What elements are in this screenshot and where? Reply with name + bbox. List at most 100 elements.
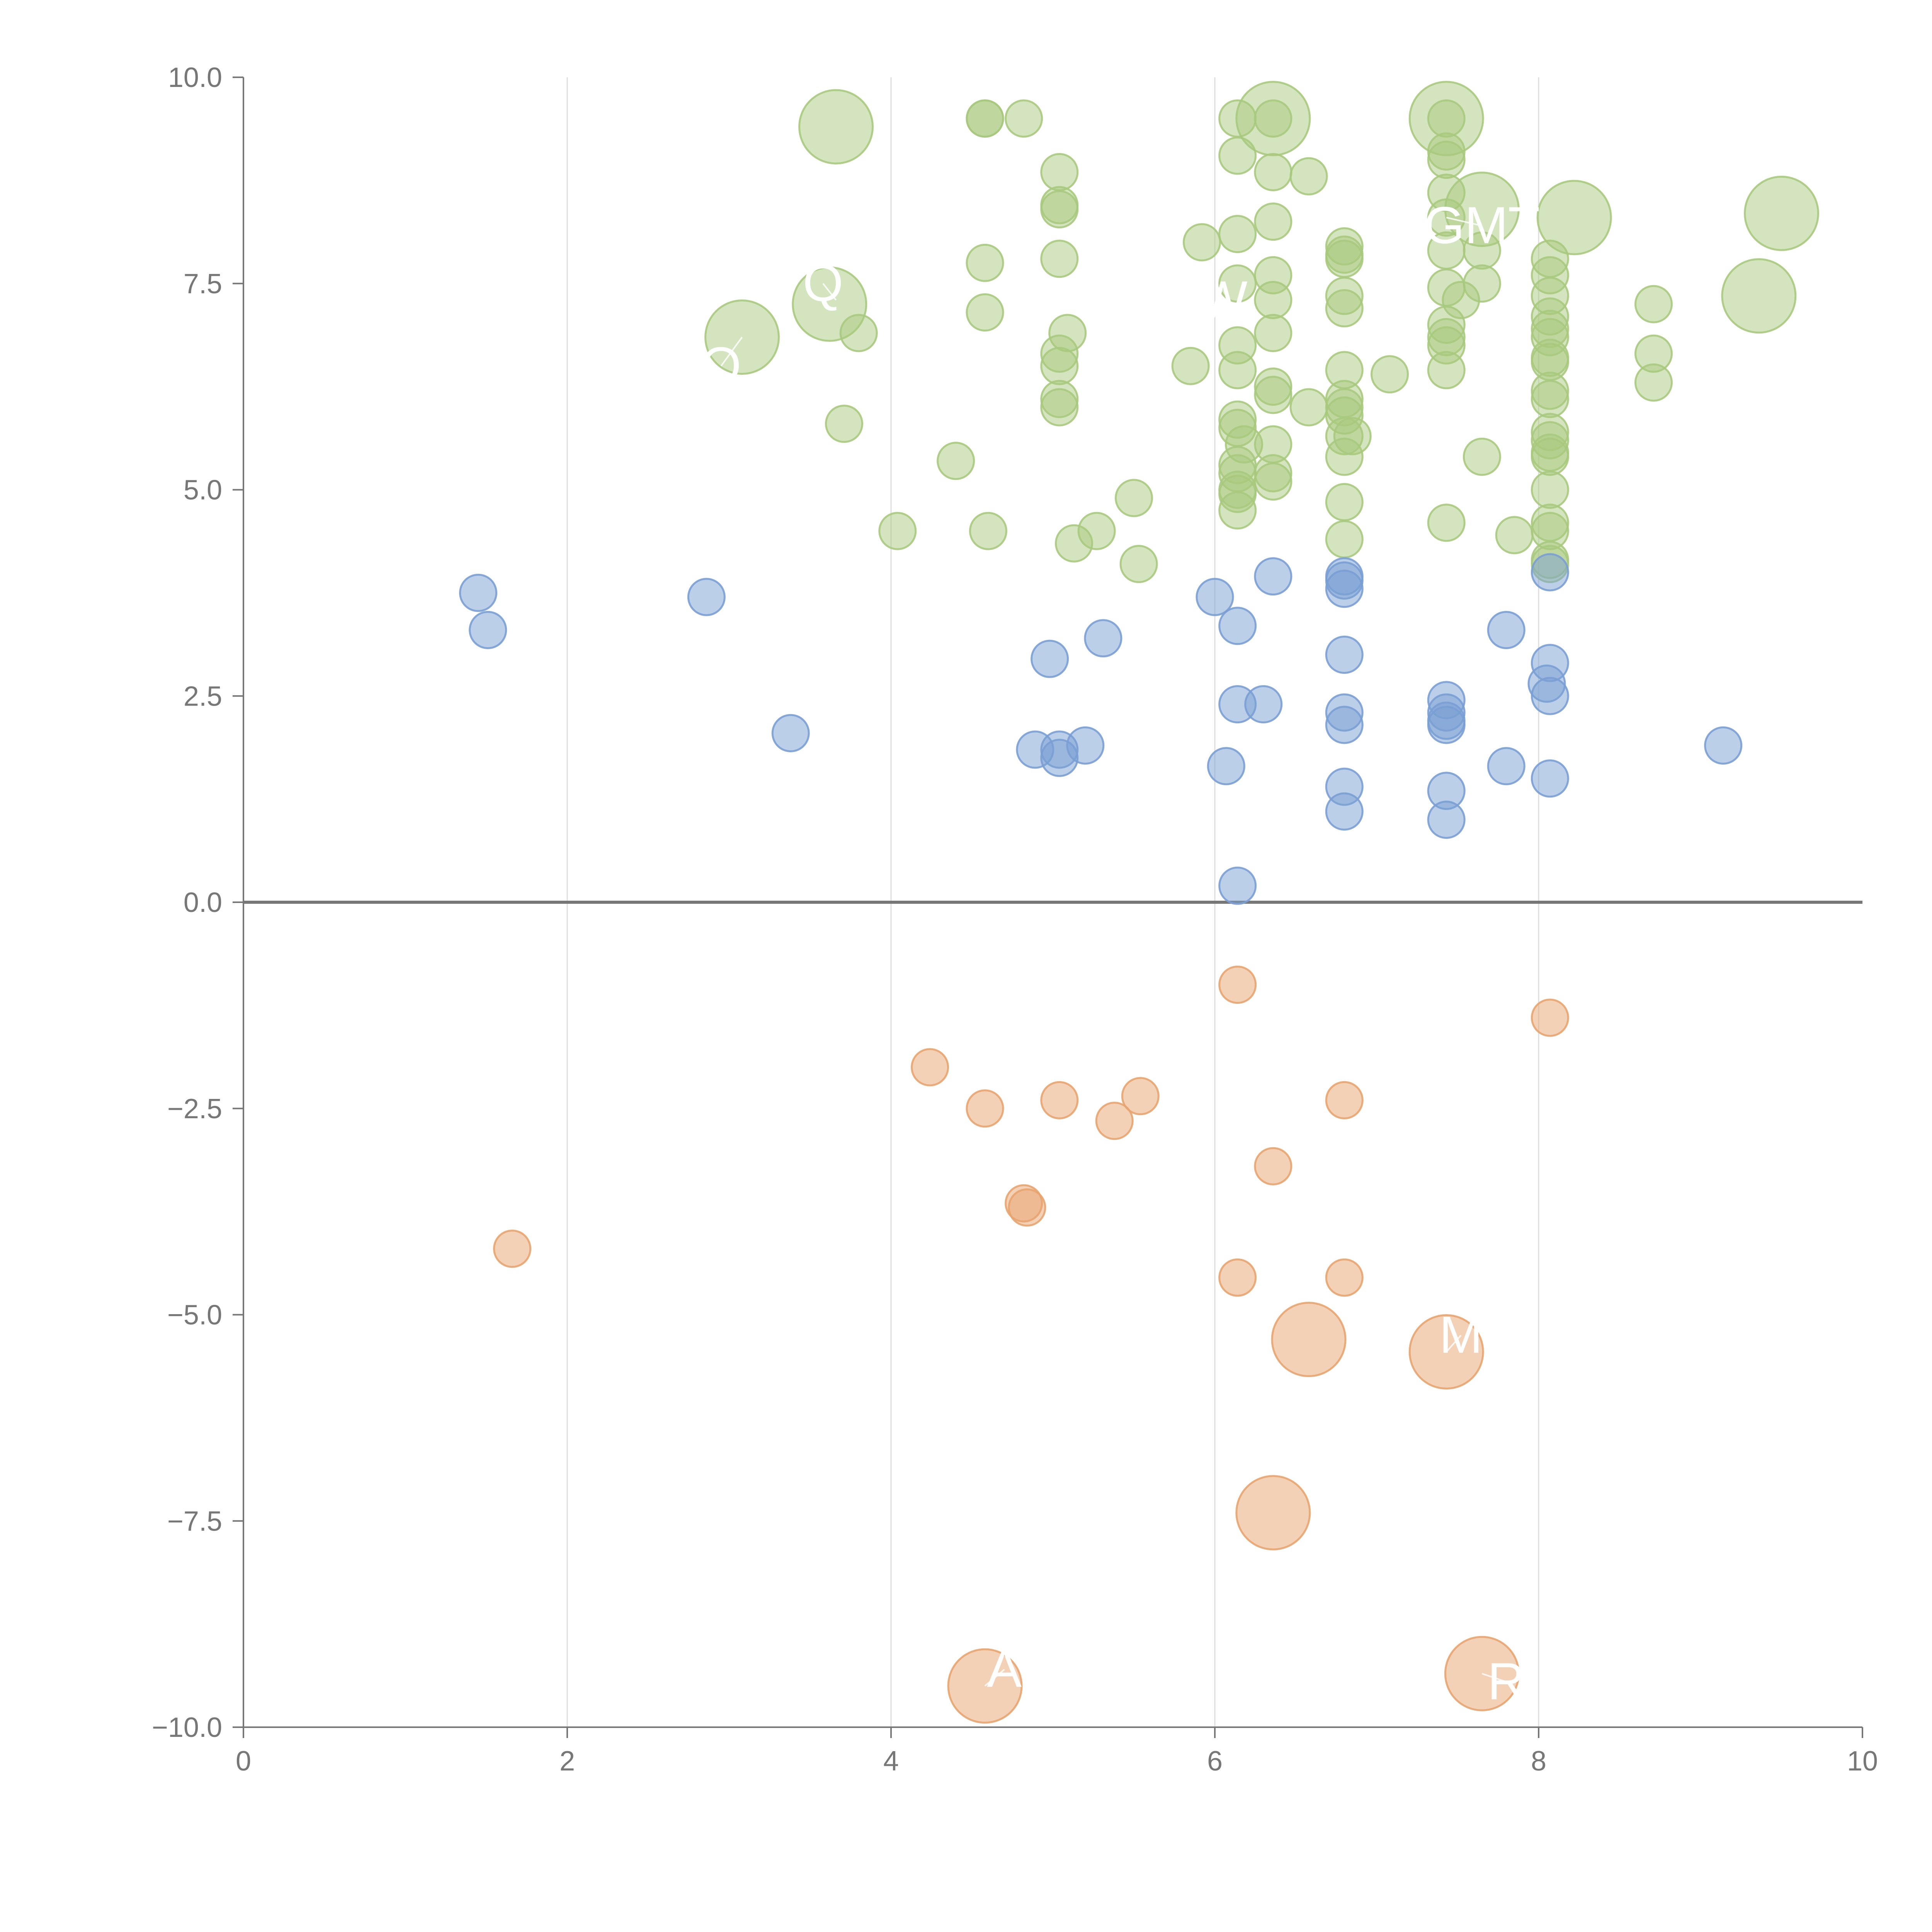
- data-point-high: [1040, 153, 1079, 192]
- data-point-low: [1531, 677, 1569, 715]
- data-point-low: [1325, 706, 1364, 744]
- point-label: R: [1487, 1652, 1525, 1711]
- data-point-low: [1531, 759, 1569, 798]
- data-point-high: [825, 405, 863, 443]
- point-label: M: [1439, 1306, 1483, 1364]
- data-point-high: [1325, 520, 1364, 559]
- label-leader-line: [1481, 1673, 1507, 1683]
- data-point-low: [1427, 801, 1466, 839]
- data-point-low: [1244, 685, 1283, 724]
- y-tick-label: 0.0: [184, 887, 222, 918]
- x-tick-label: 8: [1531, 1746, 1546, 1777]
- data-point-low: [1218, 866, 1257, 905]
- data-point-high: [1254, 153, 1293, 192]
- data-point-low: [1487, 747, 1526, 786]
- data-point-high: [1115, 479, 1153, 517]
- data-point-negative: [1121, 1077, 1160, 1116]
- x-tick-label: 10: [1847, 1746, 1878, 1777]
- data-point-high: [1040, 388, 1079, 427]
- data-point-high: [1744, 175, 1819, 251]
- data-point-high: [1325, 240, 1364, 278]
- data-point-high: [1218, 264, 1257, 303]
- data-point-high: [1495, 516, 1534, 554]
- y-tick-label: 2.5: [184, 681, 222, 712]
- y-tick-label: −10.0: [152, 1712, 222, 1743]
- point-label: O: [701, 336, 742, 395]
- label-leader-line: [720, 337, 743, 367]
- data-point-high: [1182, 223, 1221, 262]
- data-point-high: [1254, 99, 1293, 138]
- data-point-negative: [911, 1048, 949, 1087]
- data-point-high: [1427, 503, 1466, 542]
- x-tick-label: 4: [883, 1746, 899, 1777]
- data-point-negative: [1235, 1475, 1311, 1551]
- data-point-high: [1289, 388, 1328, 427]
- data-point-negative: [966, 1089, 1004, 1128]
- data-point-high: [1721, 258, 1797, 334]
- data-point-high: [1427, 141, 1466, 179]
- y-tick-label: 7.5: [184, 269, 222, 299]
- data-point-high: [1531, 471, 1569, 509]
- data-point-high: [966, 99, 1004, 138]
- data-point-low: [1031, 639, 1069, 678]
- data-point-negative: [493, 1230, 532, 1268]
- data-point-low: [1325, 570, 1364, 608]
- data-point-negative: [1095, 1102, 1134, 1140]
- data-point-low: [1254, 557, 1293, 596]
- data-point-high: [1218, 351, 1257, 389]
- data-point-high: [1054, 524, 1093, 563]
- label-leader-line: [1217, 287, 1224, 301]
- data-point-low: [1427, 706, 1466, 744]
- data-point-high: [1634, 285, 1673, 323]
- data-point-high: [966, 293, 1004, 332]
- data-point-high: [1325, 483, 1364, 522]
- data-point-high: [969, 512, 1007, 550]
- data-point-negative: [1218, 1258, 1257, 1297]
- data-points: [459, 81, 1819, 1724]
- data-point-high: [1325, 437, 1364, 476]
- data-point-high: [937, 442, 975, 480]
- data-point-high: [839, 314, 878, 352]
- data-point-high: [1325, 289, 1364, 328]
- data-point-high: [1040, 190, 1079, 229]
- y-tick-label: −7.5: [167, 1506, 222, 1537]
- data-point-negative: [1040, 1081, 1079, 1119]
- data-point-low: [459, 573, 498, 612]
- data-point-high: [1536, 180, 1612, 255]
- data-point-low: [1325, 792, 1364, 831]
- data-point-low: [1487, 611, 1526, 649]
- x-tick-label: 6: [1207, 1746, 1223, 1777]
- data-point-high: [1005, 99, 1043, 138]
- data-point-negative: [1325, 1258, 1364, 1297]
- y-tick-label: 10.0: [168, 62, 222, 93]
- data-point-low: [771, 714, 810, 752]
- data-point-low: [1207, 747, 1245, 786]
- data-point-high: [878, 512, 917, 550]
- data-point-high: [1171, 347, 1210, 385]
- data-point-high: [1119, 545, 1158, 583]
- data-point-high: [966, 243, 1004, 282]
- data-point-low: [1531, 553, 1569, 592]
- point-labels: GMT R M A Q O W: [701, 196, 1540, 1710]
- data-point-high: [1427, 99, 1466, 138]
- data-point-low: [1704, 726, 1743, 765]
- data-point-high: [1254, 314, 1293, 352]
- point-label: Q: [803, 254, 844, 312]
- data-point-high: [1218, 491, 1257, 530]
- axes: 10.0 7.5 5.0 2.5 0.0 −2.5 −5.0 −7.5 −10.0 0 2 4 6 8 10: [152, 62, 1878, 1777]
- data-point-low: [1196, 578, 1234, 616]
- x-tick-label: 0: [236, 1746, 251, 1777]
- label-leader-line: [1446, 217, 1482, 227]
- data-point-low: [1218, 607, 1257, 645]
- data-point-high: [1040, 347, 1079, 385]
- data-point-negative: [1218, 966, 1257, 1004]
- data-point-negative: [1254, 1147, 1293, 1185]
- data-point-high: [798, 89, 874, 165]
- data-point-high: [1289, 157, 1328, 196]
- data-point-negative: [1325, 1081, 1364, 1119]
- data-point-low: [469, 611, 507, 649]
- data-point-high: [1427, 351, 1466, 389]
- data-point-high: [1254, 462, 1293, 501]
- data-point-high: [1218, 215, 1257, 253]
- x-tick-label: 2: [560, 1746, 575, 1777]
